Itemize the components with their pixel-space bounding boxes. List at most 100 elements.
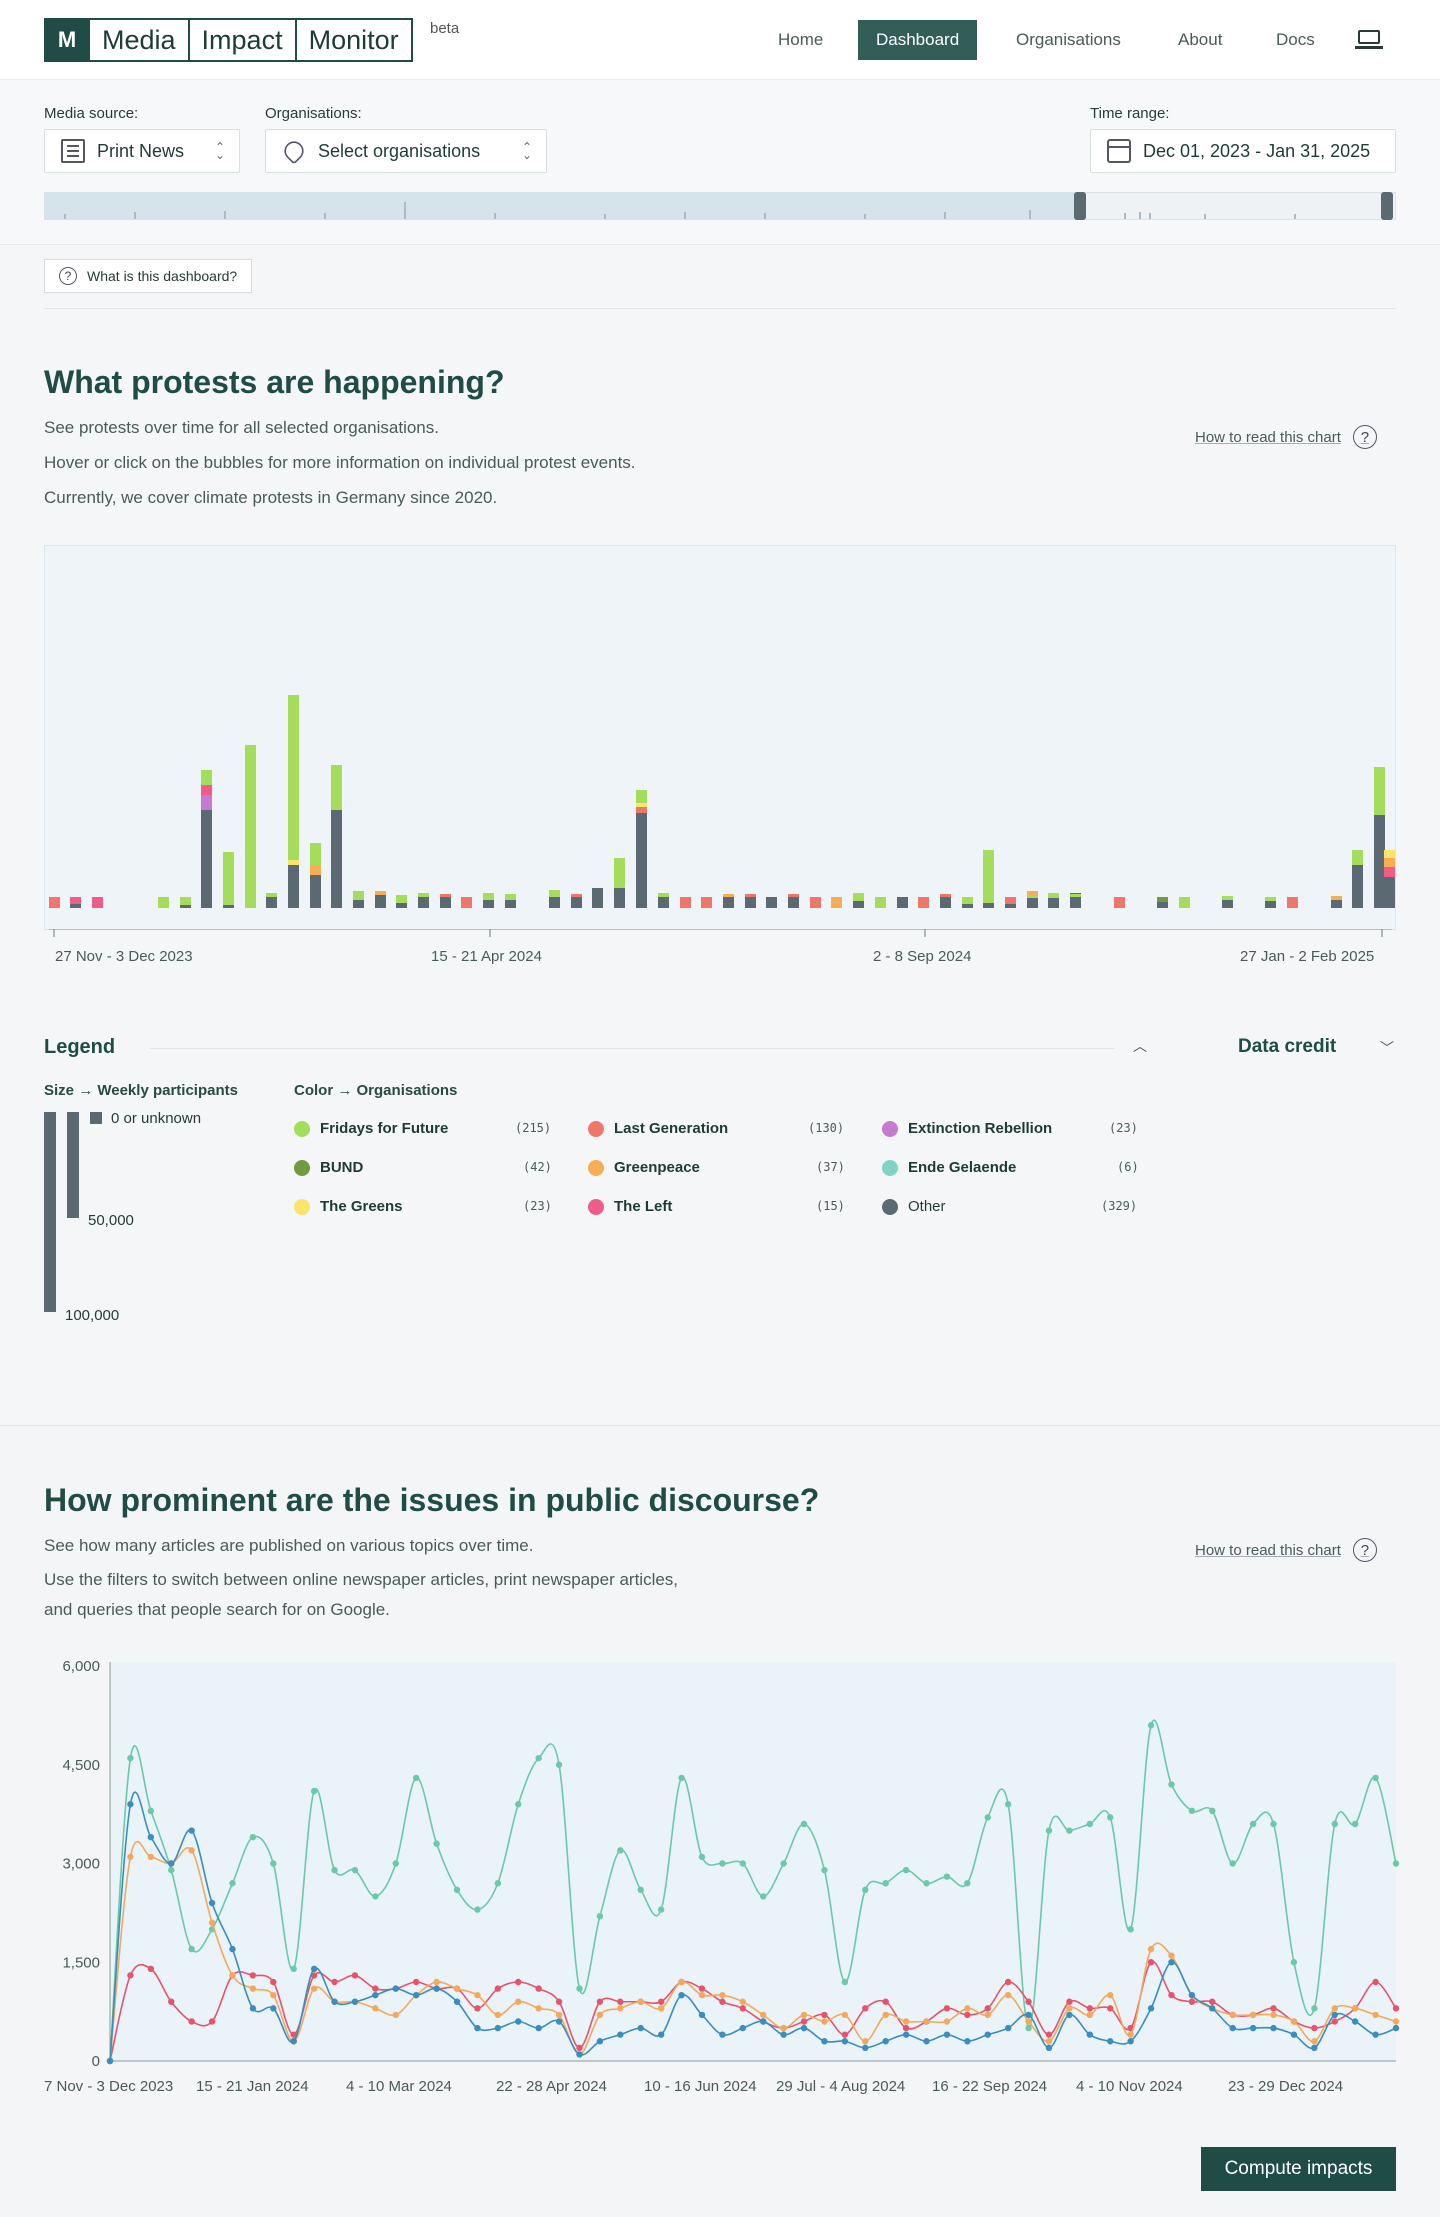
- series-point-3[interactable]: [310, 1965, 318, 1973]
- series-point-2[interactable]: [617, 2005, 624, 2012]
- series-point-0[interactable]: [168, 1866, 175, 1874]
- series-point-3[interactable]: [168, 1860, 175, 1867]
- series-point-3[interactable]: [1209, 2005, 1216, 2012]
- series-point-3[interactable]: [127, 1801, 134, 1808]
- series-point-0[interactable]: [964, 1880, 971, 1887]
- series-point-2[interactable]: [555, 2011, 563, 2019]
- series-point-3[interactable]: [474, 2024, 481, 2032]
- series-point-3[interactable]: [617, 2031, 624, 2038]
- series-point-3[interactable]: [249, 2005, 257, 2012]
- series-point-3[interactable]: [147, 1833, 155, 1841]
- series-point-1[interactable]: [147, 1965, 155, 1973]
- series-point-2[interactable]: [739, 1998, 746, 2005]
- nav-about[interactable]: About: [1178, 30, 1223, 49]
- series-point-2[interactable]: [902, 2018, 910, 2025]
- series-point-3[interactable]: [760, 2018, 767, 2025]
- series-point-3[interactable]: [1004, 2024, 1012, 2032]
- series-point-1[interactable]: [1086, 2005, 1094, 2012]
- series-point-1[interactable]: [1331, 2018, 1338, 2025]
- series-point-3[interactable]: [984, 2031, 991, 2038]
- series-point-3[interactable]: [678, 1991, 685, 1999]
- series-point-0[interactable]: [147, 1807, 155, 1815]
- series-point-0[interactable]: [1188, 1807, 1196, 1815]
- series-point-3[interactable]: [1127, 2038, 1134, 2045]
- media-source-select[interactable]: Print News ⌃ ⌄: [44, 129, 240, 173]
- series-point-0[interactable]: [760, 1893, 767, 1900]
- series-point-2[interactable]: [984, 2011, 991, 2019]
- series-point-0[interactable]: [1290, 1959, 1298, 1966]
- series-point-0[interactable]: [1025, 2024, 1032, 2032]
- series-point-0[interactable]: [596, 1912, 604, 1920]
- series-point-1[interactable]: [208, 2018, 216, 2025]
- series-point-3[interactable]: [453, 1998, 461, 2005]
- series-point-3[interactable]: [698, 2011, 706, 2019]
- series-point-3[interactable]: [229, 1945, 236, 1953]
- series-point-2[interactable]: [678, 1978, 685, 1986]
- series-point-0[interactable]: [821, 1866, 828, 1874]
- series-point-3[interactable]: [1372, 2031, 1379, 2038]
- series-point-2[interactable]: [780, 2024, 787, 2032]
- series-point-0[interactable]: [1351, 1820, 1359, 1828]
- series-point-1[interactable]: [964, 2011, 971, 2019]
- series-point-0[interactable]: [1168, 1781, 1175, 1788]
- series-point-0[interactable]: [1147, 1722, 1155, 1729]
- series-point-0[interactable]: [494, 1880, 502, 1887]
- series-point-3[interactable]: [1270, 2024, 1277, 2032]
- series-point-0[interactable]: [902, 1866, 910, 1874]
- series-point-2[interactable]: [310, 1985, 318, 1992]
- series-point-2[interactable]: [1249, 2011, 1257, 2019]
- series-point-3[interactable]: [208, 1899, 216, 1907]
- series-point-1[interactable]: [841, 2031, 849, 2038]
- series-point-1[interactable]: [290, 2031, 297, 2038]
- series-point-0[interactable]: [1372, 1774, 1379, 1782]
- legend-org-bund[interactable]: BUND: [294, 1159, 363, 1176]
- series-point-1[interactable]: [310, 1972, 318, 1979]
- series-point-0[interactable]: [249, 1833, 257, 1841]
- series-point-1[interactable]: [535, 1985, 542, 1992]
- series-point-3[interactable]: [862, 2044, 869, 2052]
- series-point-0[interactable]: [1229, 1860, 1236, 1867]
- series-point-1[interactable]: [800, 2018, 808, 2025]
- protest-chart-bars[interactable]: [44, 545, 1396, 930]
- series-point-2[interactable]: [188, 1847, 195, 1854]
- series-point-3[interactable]: [1331, 2011, 1338, 2019]
- data-credit-title[interactable]: Data credit: [1238, 1036, 1337, 1057]
- series-point-0[interactable]: [862, 1886, 869, 1894]
- series-point-2[interactable]: [821, 2018, 828, 2025]
- series-point-1[interactable]: [1004, 1978, 1012, 1986]
- series-point-2[interactable]: [1025, 2018, 1032, 2025]
- series-point-2[interactable]: [698, 1991, 706, 1999]
- time-range-picker[interactable]: Dec 01, 2023 - Jan 31, 2025: [1090, 129, 1396, 173]
- series-point-3[interactable]: [392, 1985, 399, 1992]
- series-point-0[interactable]: [229, 1880, 236, 1887]
- series-point-3[interactable]: [739, 2024, 746, 2032]
- series-point-3[interactable]: [555, 2018, 563, 2025]
- series-point-3[interactable]: [106, 2057, 114, 2065]
- series-point-3[interactable]: [637, 2024, 644, 2032]
- legend-org-greenpeace[interactable]: Greenpeace: [588, 1159, 700, 1176]
- series-point-1[interactable]: [821, 2011, 828, 2019]
- series-point-1[interactable]: [331, 1978, 338, 1986]
- compute-impacts-button[interactable]: Compute impacts: [1201, 2147, 1396, 2191]
- series-point-0[interactable]: [739, 1860, 746, 1867]
- series-point-0[interactable]: [576, 1985, 583, 1992]
- series-point-2[interactable]: [515, 1998, 522, 2005]
- series-point-0[interactable]: [780, 1860, 787, 1867]
- series-point-1[interactable]: [351, 1972, 359, 1979]
- series-point-3[interactable]: [1290, 2031, 1298, 2038]
- legend-org-last-generation[interactable]: Last Generation: [588, 1120, 728, 1137]
- legend-title[interactable]: Legend: [44, 1036, 116, 1058]
- protests-howto-link[interactable]: How to read this chart ?: [1195, 425, 1377, 449]
- series-point-0[interactable]: [331, 1866, 338, 1874]
- series-point-3[interactable]: [1351, 2018, 1359, 2025]
- series-point-2[interactable]: [1229, 2011, 1236, 2019]
- time-slider-end-handle[interactable]: [1381, 192, 1393, 220]
- series-point-1[interactable]: [596, 1998, 604, 2005]
- series-point-2[interactable]: [535, 2005, 542, 2012]
- series-point-3[interactable]: [780, 2031, 787, 2038]
- series-point-2[interactable]: [1331, 2005, 1338, 2012]
- series-point-0[interactable]: [1086, 1820, 1094, 1828]
- legend-org-ende-gelaende[interactable]: Ende Gelaende: [882, 1159, 1016, 1176]
- series-point-0[interactable]: [474, 1906, 481, 1913]
- series-point-3[interactable]: [1311, 2044, 1318, 2052]
